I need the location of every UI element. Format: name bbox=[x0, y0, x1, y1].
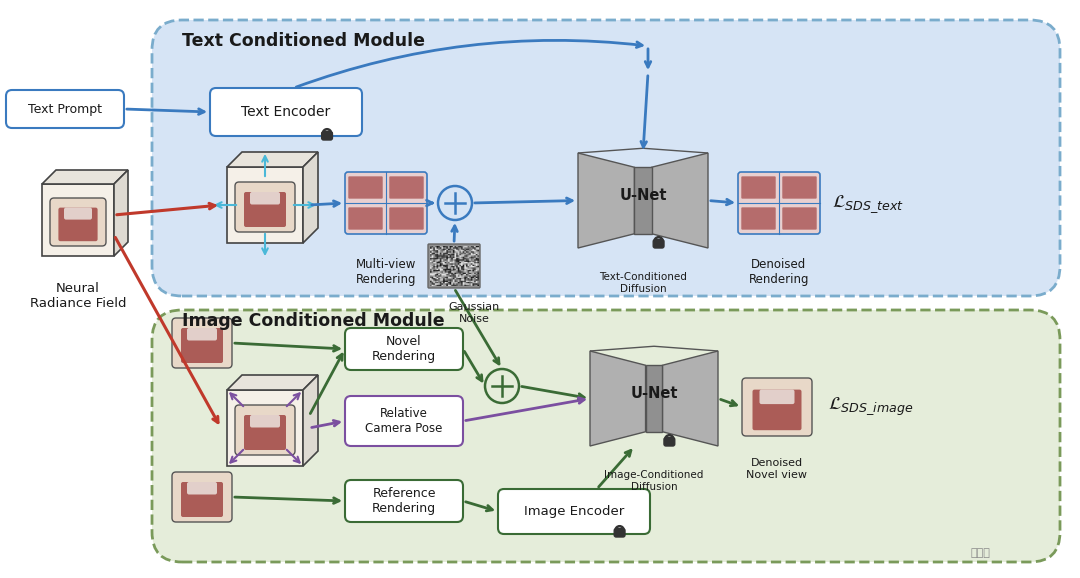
FancyBboxPatch shape bbox=[345, 172, 427, 234]
FancyBboxPatch shape bbox=[345, 480, 463, 522]
Text: Text Encoder: Text Encoder bbox=[241, 105, 330, 119]
Text: $\mathcal{L}_{SDS\_image}$: $\mathcal{L}_{SDS\_image}$ bbox=[828, 395, 914, 417]
Text: Text Prompt: Text Prompt bbox=[28, 102, 102, 116]
FancyBboxPatch shape bbox=[322, 132, 333, 140]
Polygon shape bbox=[114, 170, 129, 256]
Text: U-Net: U-Net bbox=[619, 188, 666, 203]
FancyBboxPatch shape bbox=[181, 328, 222, 363]
Polygon shape bbox=[42, 170, 129, 184]
FancyBboxPatch shape bbox=[664, 438, 675, 446]
FancyBboxPatch shape bbox=[249, 415, 280, 428]
FancyBboxPatch shape bbox=[152, 310, 1059, 562]
Text: Text-Conditioned
Diffusion: Text-Conditioned Diffusion bbox=[599, 272, 687, 294]
FancyBboxPatch shape bbox=[235, 405, 295, 455]
FancyBboxPatch shape bbox=[741, 208, 775, 229]
Polygon shape bbox=[227, 167, 303, 243]
FancyBboxPatch shape bbox=[152, 20, 1059, 296]
Polygon shape bbox=[303, 375, 318, 466]
Text: Novel
Rendering: Novel Rendering bbox=[372, 335, 436, 363]
Text: Image Conditioned Module: Image Conditioned Module bbox=[183, 312, 445, 330]
Text: Reference
Rendering: Reference Rendering bbox=[372, 487, 436, 515]
Polygon shape bbox=[227, 152, 318, 167]
FancyBboxPatch shape bbox=[389, 208, 423, 229]
Polygon shape bbox=[590, 351, 646, 446]
Polygon shape bbox=[651, 153, 708, 248]
Text: Denoised
Novel view: Denoised Novel view bbox=[746, 458, 808, 480]
FancyBboxPatch shape bbox=[498, 489, 650, 534]
FancyBboxPatch shape bbox=[742, 378, 812, 436]
FancyBboxPatch shape bbox=[187, 328, 217, 340]
Polygon shape bbox=[646, 365, 662, 432]
FancyBboxPatch shape bbox=[64, 208, 92, 220]
Polygon shape bbox=[578, 153, 634, 248]
FancyBboxPatch shape bbox=[782, 208, 816, 229]
FancyBboxPatch shape bbox=[187, 482, 217, 495]
Polygon shape bbox=[42, 184, 114, 256]
FancyBboxPatch shape bbox=[58, 208, 97, 241]
FancyBboxPatch shape bbox=[172, 472, 232, 522]
Text: Image-Conditioned
Diffusion: Image-Conditioned Diffusion bbox=[605, 470, 704, 492]
Text: Multi-view
Rendering: Multi-view Rendering bbox=[355, 258, 416, 286]
FancyBboxPatch shape bbox=[428, 244, 480, 288]
FancyBboxPatch shape bbox=[653, 240, 664, 248]
FancyBboxPatch shape bbox=[50, 198, 106, 246]
Text: U-Net: U-Net bbox=[631, 386, 678, 401]
FancyBboxPatch shape bbox=[348, 208, 382, 229]
FancyBboxPatch shape bbox=[210, 88, 362, 136]
Text: Denoised
Rendering: Denoised Rendering bbox=[748, 258, 809, 286]
FancyBboxPatch shape bbox=[738, 172, 820, 234]
FancyBboxPatch shape bbox=[759, 390, 795, 404]
FancyBboxPatch shape bbox=[348, 176, 382, 199]
Polygon shape bbox=[662, 351, 718, 446]
Polygon shape bbox=[634, 167, 651, 234]
Polygon shape bbox=[227, 375, 318, 390]
Polygon shape bbox=[227, 390, 303, 466]
FancyBboxPatch shape bbox=[345, 328, 463, 370]
Text: Neural
Radiance Field: Neural Radiance Field bbox=[30, 282, 126, 310]
Text: Image Encoder: Image Encoder bbox=[524, 505, 624, 518]
FancyBboxPatch shape bbox=[345, 396, 463, 446]
FancyBboxPatch shape bbox=[172, 318, 232, 368]
FancyBboxPatch shape bbox=[244, 415, 286, 450]
FancyBboxPatch shape bbox=[249, 192, 280, 205]
FancyBboxPatch shape bbox=[615, 529, 625, 537]
Text: Gaussian
Noise: Gaussian Noise bbox=[448, 302, 500, 324]
FancyBboxPatch shape bbox=[741, 176, 775, 199]
FancyBboxPatch shape bbox=[244, 192, 286, 227]
FancyBboxPatch shape bbox=[6, 90, 124, 128]
FancyBboxPatch shape bbox=[782, 176, 816, 199]
Text: Text Conditioned Module: Text Conditioned Module bbox=[183, 32, 426, 50]
Polygon shape bbox=[303, 152, 318, 243]
Text: Relative
Camera Pose: Relative Camera Pose bbox=[365, 407, 443, 435]
FancyBboxPatch shape bbox=[753, 390, 801, 430]
FancyBboxPatch shape bbox=[389, 176, 423, 199]
Text: $\mathcal{L}_{SDS\_text}$: $\mathcal{L}_{SDS\_text}$ bbox=[832, 193, 904, 214]
FancyBboxPatch shape bbox=[181, 482, 222, 517]
Text: 量子位: 量子位 bbox=[970, 548, 990, 558]
FancyBboxPatch shape bbox=[235, 182, 295, 232]
